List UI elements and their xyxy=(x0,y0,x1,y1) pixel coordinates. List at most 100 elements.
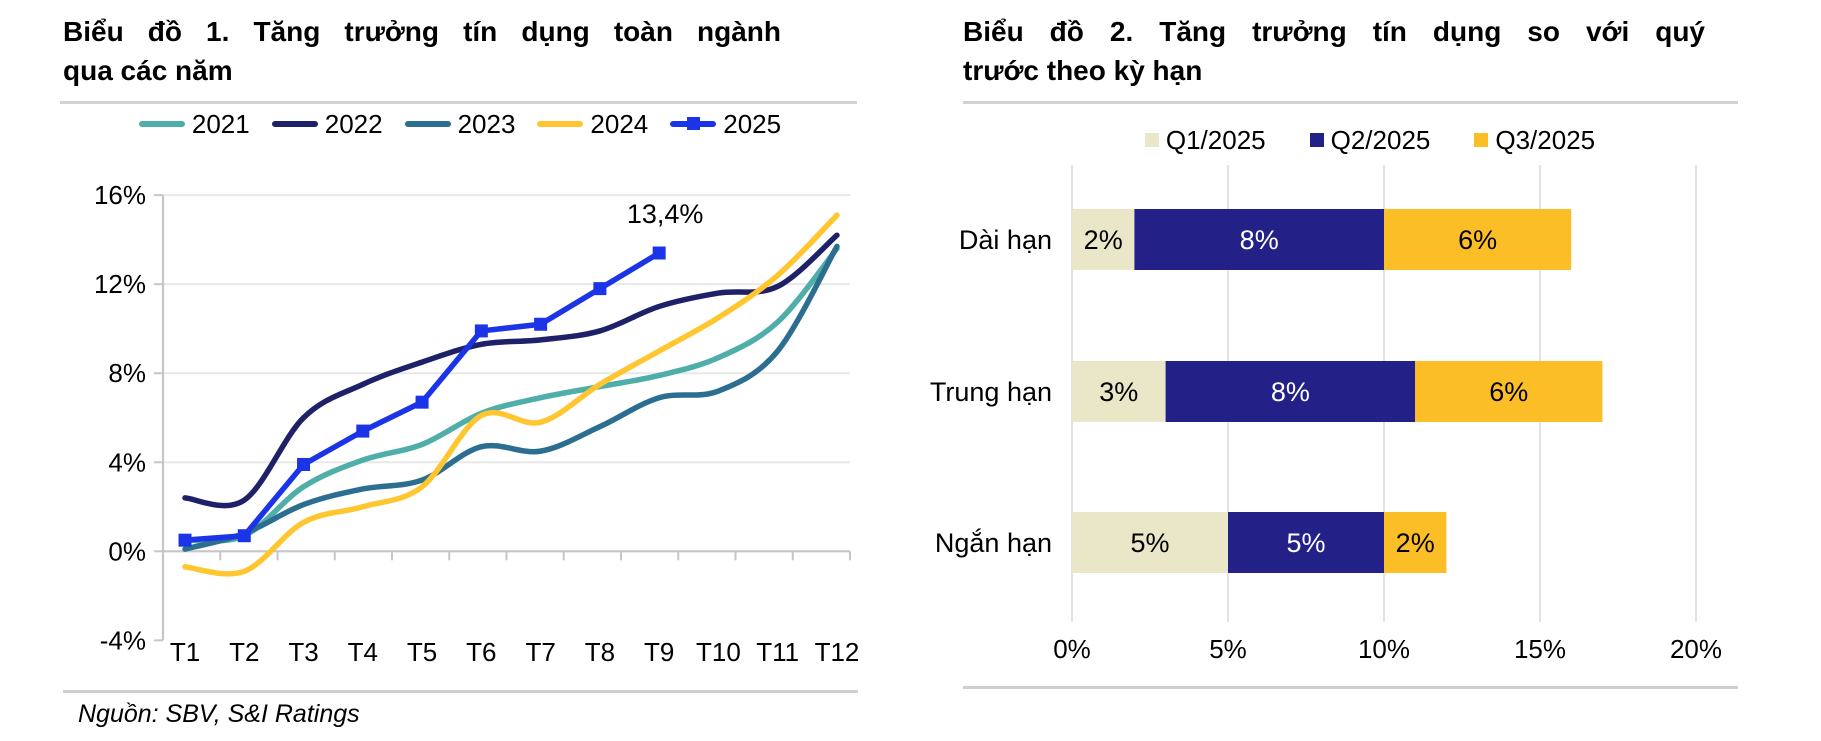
bar-segment-label: 5% xyxy=(1130,528,1169,558)
legend-label: 2025 xyxy=(723,108,782,139)
bar-segment-Q2/2025 xyxy=(1228,512,1384,573)
title-rule-right xyxy=(963,101,1738,104)
legend-swatch-2024 xyxy=(537,121,584,127)
series-marker-2025 xyxy=(474,324,488,338)
series-line-2023 xyxy=(182,243,840,552)
x-tick-label: 0% xyxy=(1053,634,1091,664)
x-tick-label: T6 xyxy=(466,637,496,667)
bar-segment-label: 5% xyxy=(1286,528,1325,558)
x-tick-label: 15% xyxy=(1514,634,1566,664)
bar-segment-Q3/2025 xyxy=(1384,209,1572,270)
series-marker-2025 xyxy=(237,529,251,543)
legend-label: Q1/2025 xyxy=(1165,124,1266,155)
series-line-2022 xyxy=(182,232,840,509)
x-tick-label: T8 xyxy=(585,637,615,667)
legend-swatch-2025 xyxy=(670,117,717,130)
bar-segment-Q1/2025 xyxy=(1072,209,1135,270)
bar-segment-Q3/2025 xyxy=(1384,512,1447,573)
chart1-title: Biểu đồ 1. Tăng trưởng tín dụng toàn ngà… xyxy=(63,12,781,90)
chart2-legend: Q1/2025 Q2/2025 Q3/2025 xyxy=(1000,122,1740,158)
series-marker-2025 xyxy=(178,533,192,547)
chart1-title-line1: Biểu đồ 1. Tăng trưởng tín dụng toàn ngà… xyxy=(63,16,781,47)
legend-marker-2025 xyxy=(687,117,701,130)
x-tick-label: T4 xyxy=(348,637,378,667)
legend-item-2023: 2023 xyxy=(404,108,516,140)
legend-swatch-2023 xyxy=(404,121,451,127)
bar-segment-label: 6% xyxy=(1489,377,1528,407)
legend-label: 2023 xyxy=(457,108,516,139)
bar-segment-Q2/2025 xyxy=(1165,361,1416,422)
y-tick-label: 0% xyxy=(108,536,146,566)
x-tick-label: T5 xyxy=(407,637,437,667)
category-label: Ngắn hạn xyxy=(935,527,1052,558)
legend-swatch xyxy=(1474,133,1489,147)
x-tick-label: T7 xyxy=(525,637,555,667)
bar-segment-Q1/2025 xyxy=(1072,512,1228,573)
series-marker-2025 xyxy=(652,246,666,260)
series-marker-2025 xyxy=(415,395,429,409)
legend-label: Q2/2025 xyxy=(1330,124,1431,155)
legend-label: 2021 xyxy=(191,108,250,139)
legend-swatch xyxy=(1309,133,1324,147)
category-label: Dài hạn xyxy=(959,225,1052,255)
x-tick-label: T12 xyxy=(815,637,860,667)
stacked-bar-chart: 0% 5% 10% 15% 20% Dài hạn 2% 8% 6% Trung hạn 3% 8% 6… xyxy=(930,165,1722,664)
series-marker-2025 xyxy=(297,457,311,471)
x-tick-label: T1 xyxy=(170,637,200,667)
series-marker-2025 xyxy=(534,317,548,331)
bar-segment-label: 6% xyxy=(1458,225,1497,255)
data-label: 13,4% xyxy=(627,199,704,229)
category-label: Trung hạn xyxy=(930,377,1052,407)
series-marker-2025 xyxy=(593,282,607,296)
bar-segment-label: 2% xyxy=(1084,225,1123,255)
bar-segment-label: 8% xyxy=(1240,225,1279,255)
legend-item-2024: 2024 xyxy=(537,109,648,140)
bar-segment-Q3/2025 xyxy=(1415,361,1603,422)
legend-item-2025: 2025 xyxy=(670,109,781,140)
legend-label: 2022 xyxy=(324,108,383,139)
y-tick-label: 12% xyxy=(94,269,146,299)
x-tick-label: 5% xyxy=(1209,634,1247,664)
bottom-rule-left xyxy=(63,690,858,693)
legend-item-2021: 2021 xyxy=(138,108,250,140)
bar-segment-label: 2% xyxy=(1396,528,1435,558)
legend-swatch-2021 xyxy=(138,121,185,127)
series-line-2024 xyxy=(182,212,840,577)
x-tick-label: T3 xyxy=(288,637,318,667)
bottom-rule-right xyxy=(963,686,1738,689)
chart2-title-line2: trước theo kỳ hạn xyxy=(963,55,1203,86)
chart1-title-line2: qua các năm xyxy=(63,55,233,86)
legend-item-Q2-2025: Q2/2025 xyxy=(1309,124,1431,156)
x-tick-label: T9 xyxy=(644,637,674,667)
chart2-title: Biểu đồ 2. Tăng trưởng tín dụng so với q… xyxy=(963,12,1705,90)
series-marker-2025 xyxy=(356,424,370,438)
bar-segment-label: 3% xyxy=(1099,377,1138,407)
bar-segment-Q2/2025 xyxy=(1134,209,1384,270)
y-tick-label: -4% xyxy=(100,625,146,655)
legend-item-Q3-2025: Q3/2025 xyxy=(1474,125,1595,156)
x-tick-label: 20% xyxy=(1670,634,1722,664)
source-note: Nguồn: SBV, S&I Ratings xyxy=(78,700,360,728)
legend-item-2022: 2022 xyxy=(271,108,383,140)
legend-swatch-2022 xyxy=(271,121,318,127)
line-chart: 16% 12% 8% 4% 0% -4% T1 T2 T3 T4 T5 T6 T7 T8 T9 T10 T11 T… xyxy=(94,180,859,667)
x-tick-label: T10 xyxy=(696,637,741,667)
bar-segment-Q1/2025 xyxy=(1072,361,1166,422)
y-tick-label: 16% xyxy=(94,180,146,210)
y-tick-label: 4% xyxy=(108,447,146,477)
legend-item-Q1-2025: Q1/2025 xyxy=(1144,124,1266,156)
legend-label: 2024 xyxy=(590,108,649,139)
legend-label: Q3/2025 xyxy=(1495,124,1596,155)
chart1-legend: 2021 2022 2023 2024 2025 xyxy=(60,104,860,144)
chart2-title-line1: Biểu đồ 2. Tăng trưởng tín dụng so với q… xyxy=(963,16,1705,47)
x-tick-label: 10% xyxy=(1358,634,1410,664)
x-tick-label: T11 xyxy=(756,637,799,667)
title-rule-left xyxy=(60,101,857,104)
series-line-2021 xyxy=(182,245,840,544)
legend-swatch xyxy=(1144,133,1159,147)
y-tick-label: 8% xyxy=(108,358,146,388)
bar-segment-label: 8% xyxy=(1271,377,1310,407)
x-tick-label: T2 xyxy=(229,637,259,667)
